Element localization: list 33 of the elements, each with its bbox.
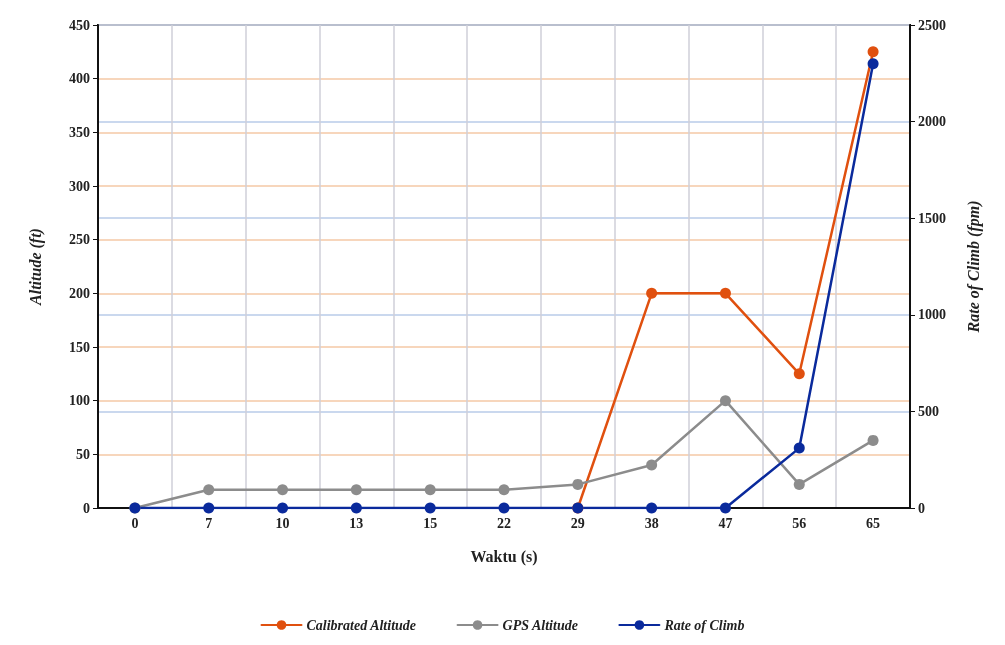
x-tick-label: 10 [275, 515, 290, 531]
y-tick-label: 250 [69, 232, 90, 248]
y2-tick-label: 0 [918, 500, 925, 516]
y-tick-label: 150 [69, 339, 90, 355]
y-tick-label: 450 [69, 17, 90, 33]
y2-tick-label: 2000 [918, 114, 946, 130]
x-tick-label: 22 [497, 515, 511, 531]
y-tick-label: 50 [76, 446, 90, 462]
y-axis-title: Altitude (ft) [26, 228, 45, 306]
legend-label: Rate of Climb [663, 617, 745, 633]
y-tick-label: 0 [83, 500, 90, 516]
y2-axis-title: Rate of Climb (fpm) [964, 200, 983, 334]
x-tick-label: 13 [349, 515, 364, 531]
x-tick-label: 7 [205, 515, 213, 531]
y-tick-label: 300 [69, 178, 90, 194]
y2-tick-label: 1000 [918, 307, 946, 323]
x-tick-label: 15 [423, 515, 438, 531]
legend-label: GPS Altitude [502, 617, 578, 633]
y2-tick-label: 1500 [918, 210, 946, 226]
x-tick-label: 38 [644, 515, 659, 531]
y-tick-label: 400 [69, 71, 90, 87]
x-tick-label: 0 [131, 515, 139, 531]
y-tick-label: 100 [69, 393, 90, 409]
x-axis-title: Waktu (s) [470, 547, 538, 566]
legend-label: Calibrated Altitude [306, 617, 417, 633]
y2-tick-label: 2500 [918, 17, 946, 33]
x-tick-label: 47 [718, 515, 733, 531]
y-tick-label: 200 [69, 285, 90, 301]
x-tick-label: 56 [792, 515, 807, 531]
y2-tick-label: 500 [918, 403, 939, 419]
y-tick-label: 350 [69, 124, 90, 140]
x-tick-label: 65 [866, 515, 881, 531]
x-tick-label: 29 [570, 515, 585, 531]
